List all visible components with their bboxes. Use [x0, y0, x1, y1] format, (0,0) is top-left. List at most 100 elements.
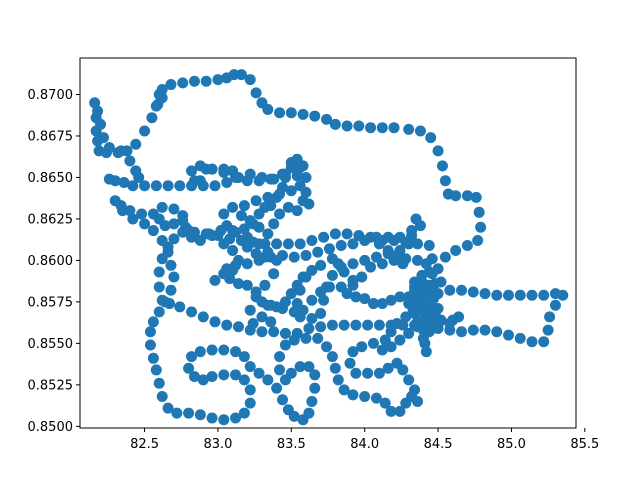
points-layer	[89, 69, 569, 426]
data-point	[262, 228, 274, 240]
data-point	[294, 311, 306, 323]
data-point	[256, 311, 268, 323]
data-point	[436, 160, 448, 172]
data-point	[347, 346, 359, 358]
data-point	[103, 142, 115, 154]
data-point	[197, 311, 209, 323]
data-point	[271, 191, 283, 203]
data-point	[259, 251, 271, 263]
data-point	[425, 132, 437, 144]
y-tick-label: 0.8700	[28, 88, 74, 103]
data-point	[285, 107, 297, 119]
data-point	[277, 394, 289, 406]
data-point	[306, 294, 318, 306]
data-point	[238, 374, 250, 386]
data-point	[183, 362, 195, 374]
data-point	[268, 326, 280, 338]
data-point	[453, 311, 465, 323]
data-point	[391, 357, 403, 369]
data-point	[373, 367, 385, 379]
data-point	[429, 278, 441, 290]
data-point	[542, 324, 554, 336]
y-tick-label: 0.8675	[28, 129, 74, 144]
data-point	[538, 289, 550, 301]
data-point	[235, 210, 247, 222]
data-point	[241, 241, 253, 253]
data-point	[412, 395, 424, 407]
data-point	[388, 122, 400, 134]
y-tick-label: 0.8650	[28, 171, 74, 186]
data-point	[350, 367, 362, 379]
data-point	[194, 235, 206, 247]
data-point	[403, 374, 415, 386]
data-point	[439, 251, 451, 263]
data-point	[341, 288, 353, 300]
data-point	[118, 176, 130, 188]
x-tick-label: 84.5	[424, 437, 453, 452]
data-point	[479, 288, 491, 300]
data-point	[367, 337, 379, 349]
data-point	[165, 79, 177, 91]
data-point	[315, 308, 327, 320]
data-point	[356, 341, 368, 353]
data-point	[321, 281, 333, 293]
data-point	[491, 326, 503, 338]
y-tick-label: 0.8525	[28, 378, 74, 393]
data-point	[209, 274, 221, 286]
data-point	[338, 319, 350, 331]
data-point	[420, 258, 432, 270]
data-point	[385, 341, 397, 353]
data-point	[209, 316, 221, 328]
data-point	[514, 332, 526, 344]
data-point	[303, 322, 315, 334]
data-point	[362, 319, 374, 331]
data-point	[188, 371, 200, 383]
data-point	[444, 317, 456, 329]
data-point	[244, 397, 256, 409]
data-point	[503, 289, 514, 301]
data-point	[416, 269, 428, 281]
data-point	[450, 244, 462, 256]
data-point	[235, 69, 247, 81]
data-point	[256, 326, 268, 338]
data-point	[394, 231, 406, 243]
data-point	[241, 279, 253, 291]
data-point	[144, 339, 156, 351]
data-point	[423, 239, 435, 251]
data-point	[329, 118, 341, 130]
data-point	[370, 392, 382, 404]
data-point	[218, 369, 230, 381]
data-point	[218, 414, 230, 426]
data-point	[373, 238, 385, 250]
data-point	[271, 254, 283, 266]
data-point	[385, 294, 397, 306]
data-point	[156, 201, 168, 213]
data-point	[150, 180, 162, 192]
data-point	[183, 407, 195, 419]
data-point	[303, 361, 315, 373]
data-point	[406, 225, 418, 237]
data-point	[109, 195, 121, 207]
data-point	[206, 412, 218, 424]
data-point	[230, 412, 242, 424]
data-point	[238, 407, 250, 419]
data-point	[227, 264, 239, 276]
data-point	[353, 120, 365, 132]
data-point	[318, 231, 330, 243]
data-point	[279, 327, 291, 339]
data-point	[309, 369, 321, 381]
data-point	[212, 74, 224, 86]
data-point	[262, 191, 274, 203]
data-point	[250, 87, 262, 99]
data-point	[150, 364, 162, 376]
y-tick-label: 0.8575	[28, 295, 74, 310]
data-point	[127, 180, 139, 192]
data-point	[147, 225, 159, 237]
data-point	[359, 390, 371, 402]
data-point	[244, 304, 256, 316]
data-point	[367, 298, 379, 310]
data-point	[130, 138, 142, 150]
x-tick-label: 83.5	[277, 437, 306, 452]
data-point	[194, 346, 206, 358]
y-axis-ticks: 0.8500 0.8525 0.8550 0.8575 0.8600 0.8625 0.86…	[28, 88, 80, 435]
